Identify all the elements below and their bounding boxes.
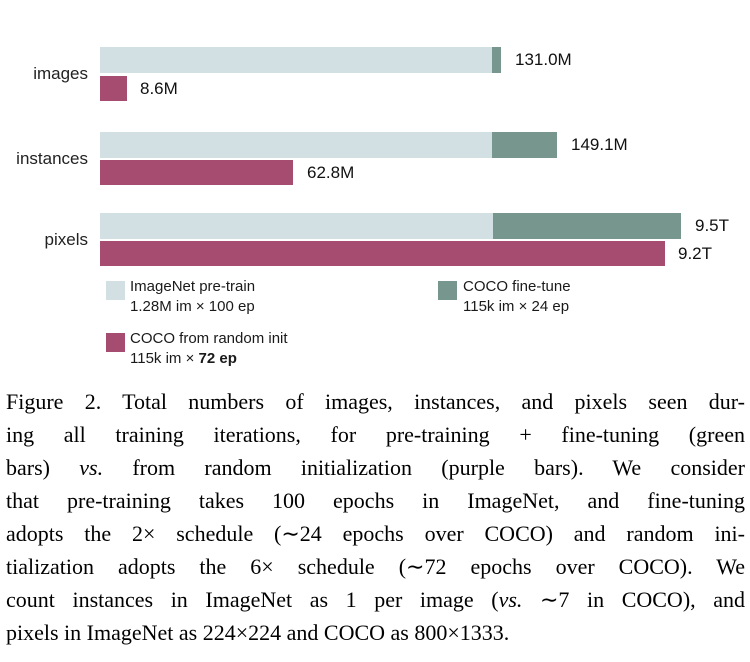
legend-detail: 115k im × 24 ep (463, 298, 570, 315)
caption-line: count instances in ImageNet as 1 per ima… (6, 587, 745, 612)
value-label-random-pixels: 9.2T (678, 243, 713, 263)
value-label-random-instances: 62.8M (307, 162, 355, 182)
bar-pretrain-finetune-images (100, 47, 501, 73)
legend-entry-imagenet-pretrain: ImageNet pre-train 1.28M im × 100 ep (130, 277, 255, 317)
bar-coco-random-init-images (100, 76, 127, 101)
bar-coco-random-init-pixels (100, 241, 665, 266)
value-label-random-images: 8.6M (140, 78, 178, 98)
legend-title: COCO fine-tune (463, 278, 571, 295)
value-label-pretrain-instances: 149.1M (571, 135, 628, 154)
legend-swatch-coco-finetune (438, 281, 457, 300)
caption-line: that pre-training takes 100 epochs in Im… (6, 488, 745, 513)
bar-pretrain-finetune-instances (100, 132, 557, 158)
row-label-instances: instances (16, 148, 88, 168)
caption-line: ing all training iterations, for pre-tra… (6, 422, 745, 447)
segment-coco-finetune (492, 132, 557, 158)
legend-entry-coco-random-init: COCO from random init 115k im × 72 ep (130, 329, 288, 369)
caption-line: tialization adopts the 6× schedule (∼72 … (6, 554, 745, 579)
legend-detail: 1.28M im × 100 ep (130, 298, 255, 315)
row-label-images: images (33, 64, 88, 83)
segment-coco-finetune (493, 213, 681, 239)
caption-line: adopts the 2× schedule (∼24 epochs over … (6, 521, 745, 546)
bar-coco-random-init-instances (100, 160, 293, 185)
value-label-pretrain-images: 131.0M (515, 50, 572, 69)
caption-line: pixels in ImageNet as 224×224 and COCO a… (6, 620, 510, 645)
caption-line: bars) vs. from random initialization (pu… (6, 455, 745, 480)
segment-coco-finetune (492, 47, 501, 73)
segment-imagenet-pretrain (100, 213, 493, 239)
segment-imagenet-pretrain (100, 47, 492, 73)
legend-detail: 115k im × 72 ep (130, 350, 237, 367)
bar-pretrain-finetune-pixels (100, 213, 681, 239)
legend-entry-coco-finetune: COCO fine-tune 115k im × 24 ep (463, 277, 571, 317)
legend-title: ImageNet pre-train (130, 278, 256, 295)
figure-caption: Figure 2. Total numbers of images, insta… (6, 385, 745, 649)
legend-swatch-imagenet-pretrain (106, 281, 125, 300)
caption-line: Figure 2. Total numbers of images, insta… (6, 389, 745, 414)
legend-title: COCO from random init (130, 330, 288, 347)
segment-imagenet-pretrain (100, 132, 492, 158)
legend-swatch-coco-random-init (106, 333, 125, 352)
value-label-pretrain-pixels: 9.5T (695, 216, 730, 235)
row-label-pixels: pixels (44, 229, 88, 249)
